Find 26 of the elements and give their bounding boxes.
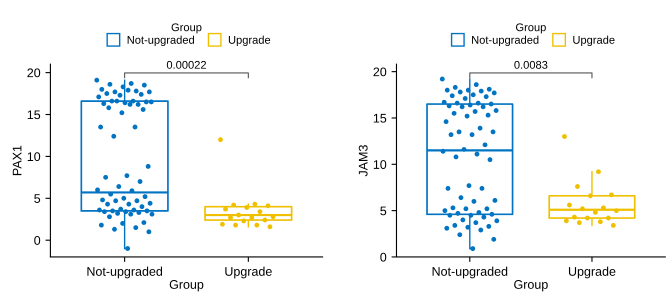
y-tick-label: 5 <box>380 206 386 216</box>
y-tick-label: 5 <box>34 194 40 203</box>
legend-label: Upgrade <box>573 36 615 46</box>
y-tick-label: 15 <box>374 114 386 123</box>
y-tick-label: 0 <box>380 252 386 262</box>
legend-title: Group <box>516 23 546 34</box>
y-tick-label: 10 <box>28 152 40 162</box>
y-axis-title: PAX1 <box>12 146 22 176</box>
annotation: 0.0083 <box>514 60 548 69</box>
x-tick-label: Upgrade <box>225 266 272 278</box>
x-axis-title: Group <box>170 280 204 292</box>
x-axis-title: Group <box>514 280 548 292</box>
legend-label: Upgrade <box>228 36 270 46</box>
x-tick-label: Not-upgraded <box>432 266 508 278</box>
x-tick-label: Not-upgraded <box>87 266 162 278</box>
y-tick-label: 20 <box>27 68 40 78</box>
y-tick-label: 15 <box>28 110 40 120</box>
legend-label: Not-upgraded <box>128 36 194 46</box>
y-tick-label: 10 <box>374 160 386 169</box>
y-tick-label: 20 <box>373 67 386 76</box>
y-tick-label: 0 <box>34 236 40 245</box>
legend-label: Not-upgraded <box>472 36 538 46</box>
y-axis-title: JAM3 <box>358 145 368 176</box>
x-tick-label: Upgrade <box>568 266 616 278</box>
annotation: 0.00022 <box>166 60 206 69</box>
legend-title: Group <box>172 23 202 34</box>
